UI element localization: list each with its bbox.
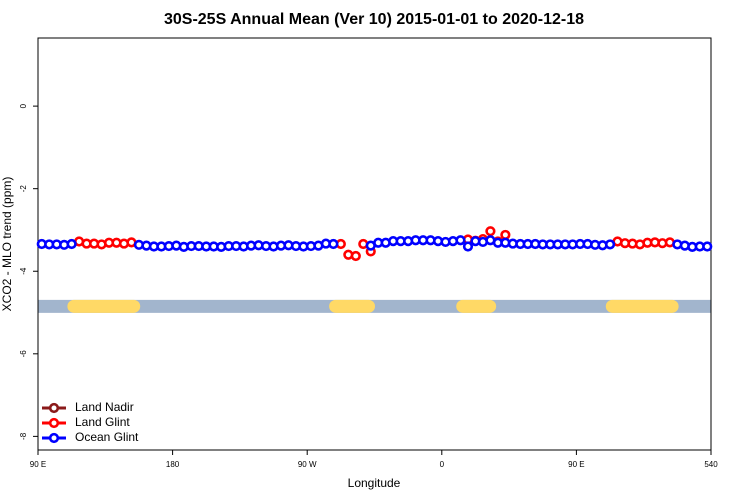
data-point <box>485 226 496 237</box>
legend-label: Ocean Glint <box>75 430 139 444</box>
x-tick-label: 180 <box>166 460 180 469</box>
data-point <box>462 241 474 252</box>
data-point <box>455 235 466 246</box>
data-point <box>328 238 339 250</box>
x-tick-label: 540 <box>704 460 718 469</box>
y-tick-label: -4 <box>19 267 28 275</box>
legend-marker <box>48 432 60 444</box>
y-axis-label: XCO2 - MLO trend (ppm) <box>0 177 14 312</box>
y-tick-label: -8 <box>19 432 28 440</box>
x-tick-label: 90 E <box>568 460 584 469</box>
x-tick-label: 90 E <box>30 460 46 469</box>
legend-item: Land Nadir <box>42 400 134 414</box>
legend-marker <box>48 417 60 429</box>
data-point <box>500 229 511 241</box>
y-tick-label: -2 <box>19 185 28 193</box>
x-tick-label: 90 W <box>298 460 317 469</box>
legend-label: Land Glint <box>75 415 130 429</box>
data-point <box>604 239 616 250</box>
legend-item: Land Glint <box>42 415 130 429</box>
x-tick-label: 0 <box>440 460 445 469</box>
y-tick-label: -6 <box>19 350 28 358</box>
chart-title: 30S-25S Annual Mean (Ver 10) 2015-01-01 … <box>164 11 584 28</box>
legend-label: Land Nadir <box>75 400 134 414</box>
legend-marker <box>48 402 60 414</box>
x-axis-label: Longitude <box>348 476 401 490</box>
data-point <box>66 238 77 250</box>
data-point <box>702 241 713 252</box>
y-tick-label: 0 <box>19 103 28 108</box>
data-point <box>350 250 361 262</box>
legend-item: Ocean Glint <box>42 430 139 444</box>
